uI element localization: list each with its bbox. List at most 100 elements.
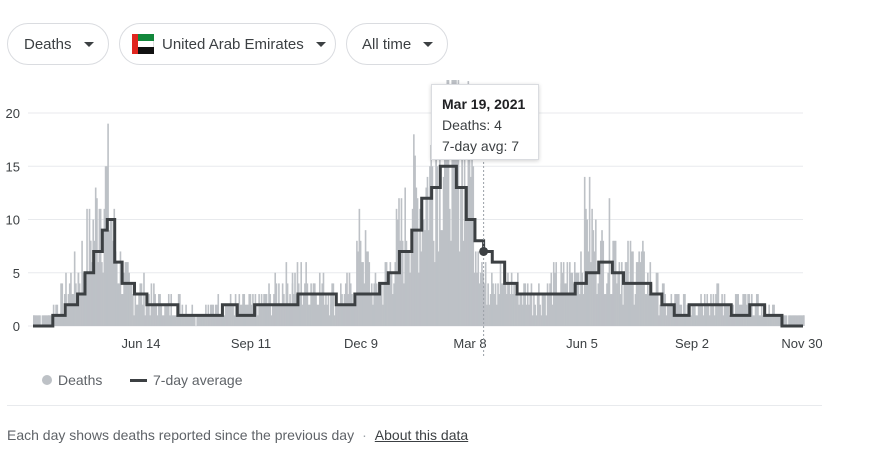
deaths-chart[interactable]: 0 5 10 15 20 Jun 14 Sep 11 Dec 9 Mar 8 Jun 5 Sep …	[0, 80, 874, 370]
deaths-bar	[602, 240, 605, 326]
deaths-bar	[36, 315, 39, 326]
deaths-bar	[226, 304, 228, 326]
deaths-bar	[462, 240, 465, 326]
deaths-bar	[445, 91, 447, 326]
deaths-bar	[744, 294, 747, 326]
deaths-bar	[633, 304, 636, 326]
deaths-bar	[141, 304, 144, 326]
deaths-bar	[404, 187, 406, 326]
deaths-bar	[491, 272, 493, 326]
country-dropdown[interactable]: United Arab Emirates	[119, 23, 336, 65]
range-dropdown[interactable]: All time	[346, 23, 448, 65]
deaths-bar	[312, 283, 315, 326]
deaths-bar	[422, 219, 425, 326]
deaths-bar	[434, 262, 436, 326]
deaths-bar	[685, 315, 688, 326]
deaths-bar	[73, 251, 76, 326]
deaths-bar	[112, 240, 114, 326]
deaths-bar	[557, 294, 560, 326]
deaths-bar	[292, 294, 295, 326]
deaths-bar	[202, 315, 205, 326]
deaths-bar	[564, 283, 566, 326]
about-data-link[interactable]: About this data	[374, 427, 469, 443]
tooltip-date: Mar 19, 2021	[442, 96, 526, 112]
chart-tooltip: Mar 19, 2021 Deaths: 4 7-day avg: 7	[431, 84, 539, 160]
deaths-bar	[472, 166, 475, 326]
deaths-bar	[304, 283, 306, 326]
deaths-bar	[751, 294, 753, 326]
deaths-bar	[798, 315, 800, 326]
deaths-bar	[372, 304, 374, 326]
deaths-bar	[318, 272, 321, 326]
deaths-bar	[458, 251, 461, 326]
deaths-bar	[295, 294, 298, 326]
deaths-bar	[182, 315, 185, 326]
deaths-bar	[341, 294, 343, 326]
deaths-bar	[435, 155, 437, 326]
deaths-bar	[134, 294, 137, 326]
deaths-bar	[343, 294, 346, 326]
deaths-bar	[130, 283, 133, 326]
footer-note: Each day shows deaths reported since the…	[7, 427, 355, 443]
deaths-bar	[337, 304, 340, 326]
deaths-bar	[310, 283, 312, 326]
deaths-bar	[81, 240, 83, 326]
deaths-bar	[57, 315, 60, 326]
deaths-bar	[538, 283, 540, 326]
deaths-bar	[565, 283, 567, 326]
deaths-bar	[598, 262, 601, 326]
deaths-bar	[690, 315, 692, 326]
deaths-bar	[450, 240, 452, 326]
deaths-bar	[102, 272, 104, 326]
deaths-bar	[39, 315, 41, 326]
deaths-bar	[327, 294, 330, 326]
deaths-bar	[767, 315, 769, 326]
deaths-bar	[478, 283, 481, 326]
deaths-bar	[161, 315, 164, 326]
deaths-bar	[405, 240, 408, 326]
x-axis-labels: Jun 14 Sep 11 Dec 9 Mar 8 Jun 5 Sep 2 Nov 30	[121, 336, 822, 351]
deaths-bar	[374, 272, 377, 326]
deaths-bar	[382, 304, 384, 326]
deaths-bar	[625, 262, 628, 326]
deaths-bar	[113, 208, 116, 326]
deaths-bar	[393, 283, 395, 326]
deaths-bar	[545, 315, 548, 326]
deaths-bar	[328, 315, 331, 326]
deaths-bar	[87, 272, 90, 326]
deaths-bar	[659, 304, 662, 326]
deaths-bar	[273, 294, 275, 326]
deaths-bar	[375, 283, 378, 326]
deaths-bar	[640, 251, 643, 326]
country-dropdown-label: United Arab Emirates	[162, 35, 304, 53]
tooltip-deaths: Deaths: 4	[442, 117, 502, 133]
y-tick-label: 20	[6, 106, 20, 121]
deaths-bar	[712, 294, 715, 326]
deaths-bar	[765, 315, 768, 326]
deaths-bar	[505, 294, 508, 326]
deaths-bar	[431, 166, 434, 326]
deaths-bar	[224, 304, 227, 326]
deaths-bar	[585, 208, 587, 326]
deaths-bar	[370, 283, 373, 326]
deaths-bar	[109, 219, 112, 326]
deaths-bar	[494, 283, 497, 326]
deaths-bar	[174, 315, 176, 326]
deaths-bar	[414, 155, 416, 326]
deaths-bar	[400, 198, 403, 326]
deaths-bar	[390, 272, 393, 326]
deaths-bar	[149, 315, 151, 326]
deaths-bar	[290, 304, 293, 326]
deaths-bar	[795, 315, 798, 326]
deaths-bar	[696, 315, 699, 326]
deaths-bar	[356, 240, 358, 326]
deaths-bar	[762, 315, 764, 326]
deaths-bar	[228, 304, 231, 326]
metric-dropdown[interactable]: Deaths	[7, 23, 109, 65]
deaths-bar	[37, 315, 40, 326]
deaths-bar	[791, 315, 794, 326]
deaths-bar	[583, 176, 586, 326]
deaths-bar	[219, 315, 222, 326]
deaths-bar	[632, 251, 634, 326]
deaths-bar	[799, 315, 801, 326]
